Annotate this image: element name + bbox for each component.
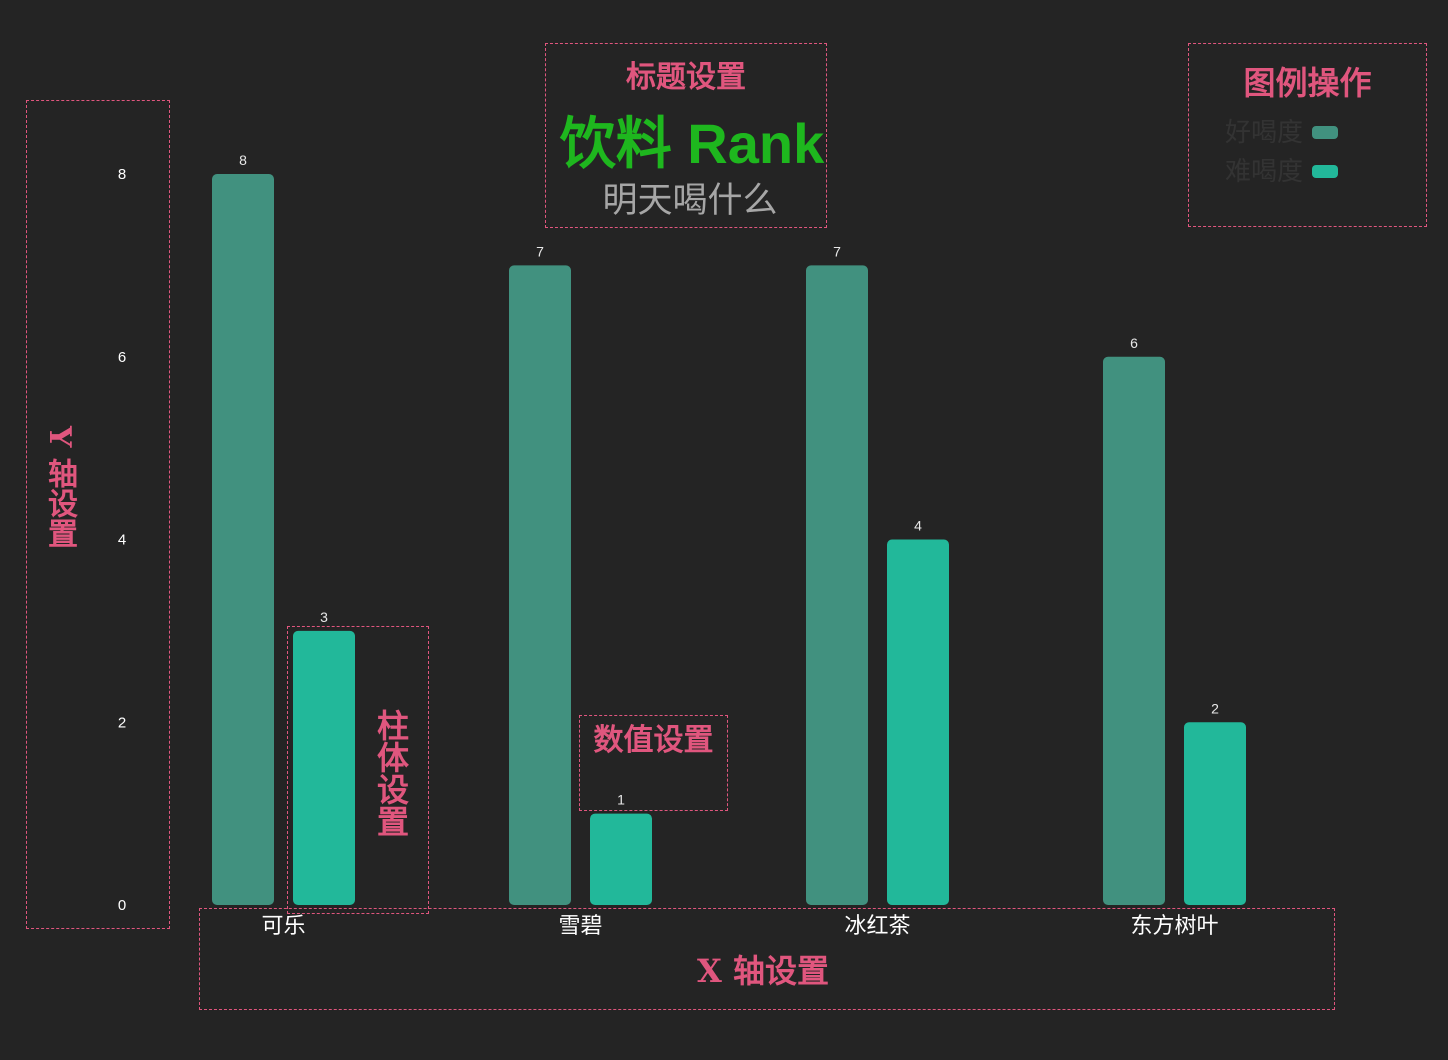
x-tick-label: 雪碧 bbox=[558, 913, 602, 938]
bar-group: 62 bbox=[1103, 335, 1246, 905]
legend-label: 好喝度 bbox=[1225, 117, 1303, 147]
bar-group: 83 bbox=[212, 152, 355, 905]
y-tick-label: 0 bbox=[118, 897, 126, 914]
bar bbox=[212, 174, 274, 905]
bar bbox=[1103, 356, 1165, 905]
value-label: 8 bbox=[239, 152, 247, 168]
bar bbox=[590, 813, 652, 905]
y-tick-label: 4 bbox=[118, 532, 126, 549]
bar bbox=[887, 539, 949, 905]
chart-subtitle: 明天喝什么 bbox=[602, 181, 778, 220]
x-tick-label: 东方树叶 bbox=[1130, 913, 1218, 938]
bar-group: 71 bbox=[509, 243, 652, 905]
value-label: 1 bbox=[617, 792, 625, 808]
x-tick-label: 可乐 bbox=[261, 913, 305, 938]
legend-swatch bbox=[1312, 126, 1338, 139]
y-tick-label: 8 bbox=[118, 166, 126, 183]
x-axis: 可乐 雪碧 冰红茶 东方树叶 bbox=[261, 913, 1218, 938]
x-tick-label: 冰红茶 bbox=[844, 913, 910, 938]
value-label: 7 bbox=[536, 243, 544, 259]
legend-label: 难喝度 bbox=[1225, 156, 1303, 186]
y-axis: 0 2 4 6 8 bbox=[118, 166, 126, 914]
value-label: 2 bbox=[1211, 700, 1219, 716]
bar bbox=[1184, 722, 1246, 905]
value-label: 7 bbox=[833, 243, 841, 259]
legend-item[interactable]: 难喝度 bbox=[1225, 156, 1338, 186]
legend-swatch bbox=[1312, 165, 1338, 178]
value-label: 3 bbox=[320, 609, 328, 625]
bar bbox=[509, 265, 571, 905]
bar-group: 74 bbox=[806, 243, 949, 905]
bar bbox=[806, 265, 868, 905]
value-label: 4 bbox=[914, 518, 922, 534]
y-tick-label: 2 bbox=[118, 714, 126, 731]
y-tick-label: 6 bbox=[118, 349, 126, 366]
value-label: 6 bbox=[1130, 335, 1138, 351]
legend-item[interactable]: 好喝度 bbox=[1225, 117, 1338, 147]
chart-title: 饮料 Rank bbox=[559, 112, 825, 175]
bar bbox=[293, 630, 355, 905]
